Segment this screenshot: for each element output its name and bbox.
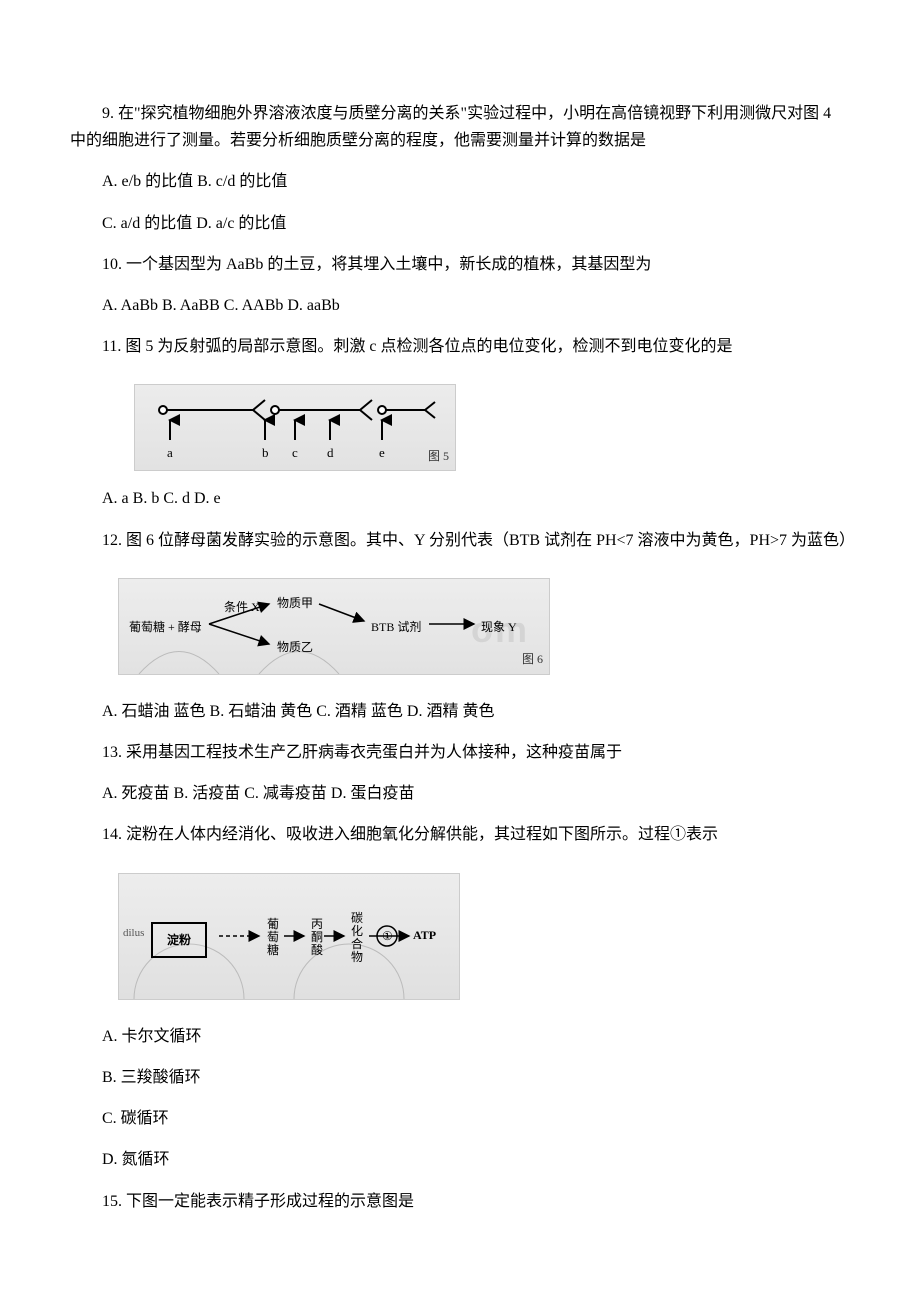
fig6-caption: 图 6 bbox=[522, 649, 543, 669]
fig7-circ: ① bbox=[382, 930, 393, 943]
q11-options: A. a B. b C. d D. e bbox=[70, 485, 850, 512]
q12-stem: 12. 图 6 位酵母菌发酵实验的示意图。其中、Y 分别代表（BTB 试剂在 P… bbox=[70, 527, 850, 554]
q9-options-2: C. a/d 的比值 D. a/c 的比值 bbox=[70, 210, 850, 237]
fig5-label-c: c bbox=[292, 445, 298, 460]
fig7-pyr: 丙酮酸 bbox=[307, 918, 327, 958]
q14-option-b: B. 三羧酸循环 bbox=[70, 1064, 850, 1091]
fig6-btb: BTB 试剂 bbox=[371, 617, 421, 637]
fig5-label-e: e bbox=[379, 445, 385, 460]
fig7-glu: 葡萄糖 bbox=[263, 918, 283, 958]
q15-stem: 15. 下图一定能表示精子形成过程的示意图是 bbox=[70, 1188, 850, 1215]
fig6-ma: 物质甲 bbox=[277, 593, 313, 613]
figure-6: 葡萄糖 + 酵母 条件 X 物质甲 物质乙 BTB 试剂 现象 Y om 图 6 bbox=[118, 578, 550, 675]
fig7-atp: ATP bbox=[413, 929, 436, 942]
figure-starch: 淀粉 葡萄糖 丙酮酸 碳化合物 ① ATP dilus bbox=[118, 873, 460, 1000]
fig7-side-label: dilus bbox=[123, 924, 144, 943]
fig6-cond: 条件 X bbox=[224, 597, 260, 617]
fig5-label-d: d bbox=[327, 445, 334, 460]
q9-options-1: A. e/b 的比值 B. c/d 的比值 bbox=[70, 168, 850, 195]
q13-stem: 13. 采用基因工程技术生产乙肝病毒衣壳蛋白并为人体接种，这种疫苗属于 bbox=[70, 739, 850, 766]
fig5-label-a: a bbox=[167, 445, 173, 460]
fig5-caption: 图 5 bbox=[428, 446, 449, 466]
figure-5: a b c d e 图 5 bbox=[134, 384, 456, 471]
exam-page: 9. 在"探究植物细胞外界溶液浓度与质壁分离的关系"实验过程中，小明在高倍镜视野… bbox=[0, 0, 920, 1289]
fig7-co: 碳化合物 bbox=[347, 912, 367, 965]
q14-option-c: C. 碳循环 bbox=[70, 1105, 850, 1132]
q10-options: A. AaBb B. AaBB C. AABb D. aaBb bbox=[70, 292, 850, 319]
q11-stem: 11. 图 5 为反射弧的局部示意图。刺激 c 点检测各位点的电位变化，检测不到… bbox=[70, 333, 850, 360]
q14-option-d: D. 氮循环 bbox=[70, 1146, 850, 1173]
q9-stem: 9. 在"探究植物细胞外界溶液浓度与质壁分离的关系"实验过程中，小明在高倍镜视野… bbox=[70, 100, 850, 154]
fig6-watermark: om bbox=[471, 599, 529, 660]
q14-option-a: A. 卡尔文循环 bbox=[70, 1023, 850, 1050]
q13-options: A. 死疫苗 B. 活疫苗 C. 减毒疫苗 D. 蛋白疫苗 bbox=[70, 780, 850, 807]
q12-options: A. 石蜡油 蓝色 B. 石蜡油 黄色 C. 酒精 蓝色 D. 酒精 黄色 bbox=[70, 698, 850, 725]
fig6-left: 葡萄糖 + 酵母 bbox=[129, 617, 202, 637]
fig6-mb: 物质乙 bbox=[277, 637, 313, 657]
q14-stem: 14. 淀粉在人体内经消化、吸收进入细胞氧化分解供能，其过程如下图所示。过程①表… bbox=[70, 821, 850, 848]
q10-stem: 10. 一个基因型为 AaBb 的土豆，将其埋入土壤中，新长成的植株，其基因型为 bbox=[70, 251, 850, 278]
fig5-label-b: b bbox=[262, 445, 269, 460]
fig7-starch: 淀粉 bbox=[151, 922, 207, 958]
